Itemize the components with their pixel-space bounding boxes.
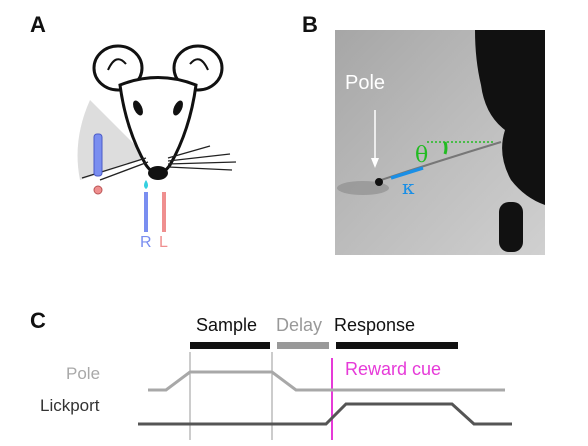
whisker-video-frame [335, 30, 545, 255]
lickport-right-label: R [140, 234, 152, 251]
epoch-sample-label: Sample [196, 315, 258, 335]
panel-label-b: B [302, 12, 318, 37]
left-ear [92, 44, 144, 92]
right-ear [172, 44, 224, 92]
pole-trace [148, 370, 505, 392]
curvature-segment [390, 166, 424, 180]
lickport-left [162, 192, 166, 232]
response-epoch-bar [336, 342, 458, 349]
panel-label-c: C [30, 308, 46, 333]
whisker-trace [374, 141, 502, 183]
pole-dot [93, 185, 103, 195]
pole-arrow-icon [371, 158, 379, 168]
water-droplet-icon [144, 180, 148, 189]
pole-position-bar [93, 133, 103, 177]
delay-epoch-bar [277, 342, 329, 349]
panel-label-a: A [30, 12, 46, 37]
lickport-trace [138, 402, 512, 426]
left-whiskers [81, 157, 149, 181]
lickport-right [144, 192, 148, 232]
kappa-label: κ [402, 175, 415, 199]
epoch-delay-label: Delay [276, 315, 323, 335]
reward-cue-label: Reward cue [345, 359, 442, 379]
left-eye [133, 100, 143, 116]
right-eye [173, 100, 183, 116]
nose [148, 166, 168, 180]
pole-label-b: Pole [345, 72, 386, 94]
face-region [475, 30, 545, 205]
trial-structure-timeline [138, 342, 512, 440]
pole-dot-b [375, 178, 383, 186]
lickport-trace-label: Lickport [40, 396, 100, 415]
head-outline [118, 76, 198, 175]
right-whiskers [167, 145, 237, 171]
epoch-response-label: Response [334, 315, 416, 335]
angle-arc [443, 141, 448, 155]
theta-label: θ [415, 143, 429, 168]
mouse-head-diagram [77, 44, 237, 232]
lickport-left-label: L [159, 234, 168, 251]
sample-epoch-bar [190, 342, 270, 349]
dark-blob [499, 202, 523, 252]
pole-trace-label: Pole [66, 364, 101, 383]
